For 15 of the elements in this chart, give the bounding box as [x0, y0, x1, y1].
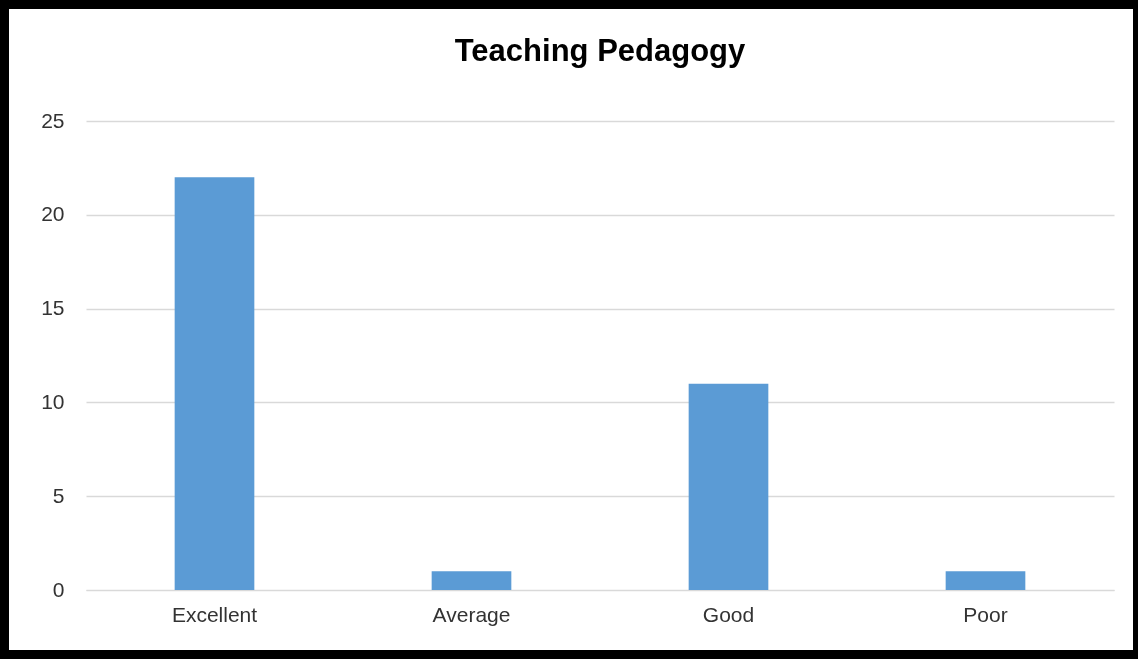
y-tick-label: 25 [41, 108, 65, 132]
chart-title: Teaching Pedagogy [454, 33, 747, 68]
bar [174, 177, 255, 590]
y-tick-label: 5 [52, 483, 65, 507]
y-tick-label: 0 [52, 577, 65, 601]
y-tick-label: 15 [41, 296, 65, 320]
bar [945, 571, 1026, 590]
y-tick-label: 20 [41, 202, 65, 226]
y-tick-label: 10 [41, 389, 65, 413]
x-tick-label: Poor [963, 602, 1008, 626]
x-tick-label: Good [702, 602, 755, 626]
bar [688, 383, 769, 590]
x-tick-label: Excellent [171, 602, 258, 626]
bar [431, 571, 512, 590]
x-tick-label: Average [432, 602, 511, 626]
